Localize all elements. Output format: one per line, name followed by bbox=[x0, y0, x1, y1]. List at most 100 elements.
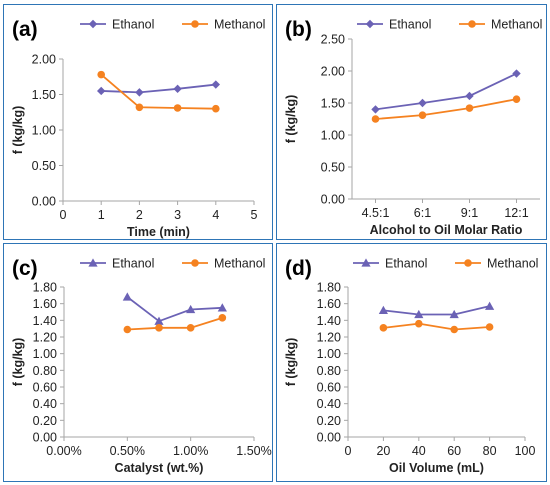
y-tick-label: 0.20 bbox=[33, 414, 57, 428]
x-tick-label: 4 bbox=[212, 208, 219, 222]
legend-label: Ethanol bbox=[389, 18, 431, 32]
x-tick-label: 2 bbox=[136, 208, 143, 222]
data-point bbox=[415, 319, 423, 328]
y-tick-label: 1.20 bbox=[33, 331, 57, 345]
data-point bbox=[123, 325, 132, 334]
y-tick-label: 1.40 bbox=[317, 314, 341, 328]
legend-marker bbox=[191, 259, 199, 267]
data-point bbox=[418, 98, 427, 108]
legend-label: Methanol bbox=[214, 257, 265, 271]
y-tick-label: 1.50 bbox=[321, 97, 345, 111]
x-tick-label: 0.50% bbox=[110, 444, 145, 458]
series-line bbox=[383, 322, 490, 331]
series-line bbox=[383, 305, 490, 316]
chart-svg: 0.00 0.50 1.00 1.50 2.00 2.50 4.5:1 6:1 9:1 12:1 A… bbox=[284, 18, 542, 238]
series-line bbox=[100, 73, 216, 110]
data-point bbox=[212, 104, 220, 113]
data-point bbox=[135, 88, 144, 97]
x-tick-label: 0 bbox=[345, 444, 352, 458]
data-point bbox=[465, 104, 474, 112]
chart-svg: 0.00 0.20 0.40 0.60 0.80 1.00 1.20 1.40 1.60 1.80… bbox=[11, 257, 272, 476]
legend-label: Ethanol bbox=[112, 18, 154, 32]
data-point bbox=[512, 69, 521, 78]
panel-label: (a) bbox=[12, 18, 38, 41]
y-tick-label: 1.00 bbox=[317, 347, 341, 361]
y-tick-label: 0.50 bbox=[321, 161, 345, 175]
x-tick-label: 0.00% bbox=[46, 444, 81, 458]
chart-svg: 0.00 0.50 1.00 1.50 2.00 0 1 2 3 4 5 Time (min) f (k… bbox=[11, 18, 265, 240]
series-line bbox=[127, 316, 223, 331]
x-tick-label: 80 bbox=[483, 444, 497, 458]
data-point bbox=[379, 324, 388, 332]
y-tick-label: 2.00 bbox=[32, 53, 56, 67]
x-tick-label: 1.50% bbox=[236, 444, 271, 458]
chart-panel-1: 0.00 0.50 1.00 1.50 2.00 0 1 2 3 4 5 Time (min) f (k… bbox=[3, 4, 273, 240]
y-tick-label: 1.20 bbox=[317, 331, 341, 345]
legend-marker bbox=[464, 259, 472, 267]
legend-marker bbox=[88, 258, 98, 267]
data-point bbox=[211, 80, 220, 89]
y-tick-label: 1.50 bbox=[32, 88, 56, 102]
series-line bbox=[375, 72, 517, 111]
y-axis-title: f (kg/kg) bbox=[284, 95, 298, 144]
x-tick-label: 100 bbox=[515, 444, 536, 458]
chart-svg: 0.00 0.20 0.40 0.60 0.80 1.00 1.20 1.40 1.60 1.80… bbox=[284, 257, 538, 476]
y-tick-label: 0.80 bbox=[317, 364, 341, 378]
y-tick-label: 0.40 bbox=[317, 397, 341, 411]
data-point bbox=[414, 309, 424, 319]
data-point bbox=[135, 103, 144, 112]
chart-panel-2: 0.00 0.50 1.00 1.50 2.00 2.50 4.5:1 6:1 9:1 12:1 A… bbox=[276, 4, 547, 240]
x-axis-title: Time (min) bbox=[127, 225, 190, 239]
x-tick-label: 9:1 bbox=[461, 206, 478, 220]
y-tick-label: 2.00 bbox=[321, 65, 345, 79]
legend-marker bbox=[365, 19, 375, 29]
x-tick-label: 5 bbox=[251, 208, 258, 222]
series-line bbox=[375, 98, 517, 120]
panel-label: (d) bbox=[285, 257, 312, 280]
data-point bbox=[173, 104, 182, 112]
x-tick-label: 40 bbox=[412, 444, 426, 458]
data-point bbox=[97, 70, 105, 79]
data-point bbox=[155, 324, 163, 332]
panel-label: (c) bbox=[12, 257, 38, 280]
y-tick-label: 0.00 bbox=[321, 193, 345, 207]
y-tick-label: 0.00 bbox=[32, 195, 56, 209]
y-tick-label: 1.80 bbox=[317, 281, 341, 295]
data-point bbox=[122, 292, 132, 301]
data-point bbox=[512, 95, 521, 103]
x-tick-label: 1 bbox=[98, 208, 105, 222]
data-point bbox=[154, 316, 164, 325]
y-axis-title: f (kg/kg) bbox=[284, 338, 298, 387]
y-tick-label: 0.20 bbox=[317, 414, 341, 428]
data-point bbox=[97, 86, 106, 96]
x-axis-title: Alcohol to Oil Molar Ratio bbox=[370, 223, 523, 237]
data-point bbox=[485, 323, 494, 331]
y-tick-label: 0.00 bbox=[317, 431, 341, 445]
legend-marker bbox=[361, 258, 371, 267]
data-point bbox=[465, 91, 474, 101]
data-point bbox=[173, 84, 182, 94]
y-tick-label: 1.00 bbox=[321, 129, 345, 143]
y-tick-label: 0.80 bbox=[33, 364, 57, 378]
x-tick-label: 1.00% bbox=[173, 444, 208, 458]
legend-label: Methanol bbox=[487, 257, 538, 271]
y-tick-label: 0.60 bbox=[317, 381, 341, 395]
y-tick-label: 1.00 bbox=[33, 347, 57, 361]
y-axis-title: f (kg/kg) bbox=[11, 338, 25, 387]
x-axis-title: Catalyst (wt.%) bbox=[115, 461, 204, 475]
data-point bbox=[449, 309, 459, 319]
x-tick-label: 12:1 bbox=[504, 206, 528, 220]
y-tick-label: 0.00 bbox=[33, 431, 57, 445]
data-point bbox=[450, 325, 458, 334]
data-point bbox=[485, 301, 495, 310]
data-point bbox=[186, 324, 195, 332]
chart-panel-4: 0.00 0.20 0.40 0.60 0.80 1.00 1.20 1.40 1.60 1.80… bbox=[276, 243, 547, 482]
x-tick-label: 60 bbox=[447, 444, 461, 458]
x-tick-label: 0 bbox=[60, 208, 67, 222]
legend-label: Ethanol bbox=[112, 257, 154, 271]
x-tick-label: 6:1 bbox=[414, 206, 431, 220]
y-tick-label: 0.60 bbox=[33, 381, 57, 395]
x-tick-label: 20 bbox=[376, 444, 390, 458]
data-point bbox=[371, 105, 380, 114]
